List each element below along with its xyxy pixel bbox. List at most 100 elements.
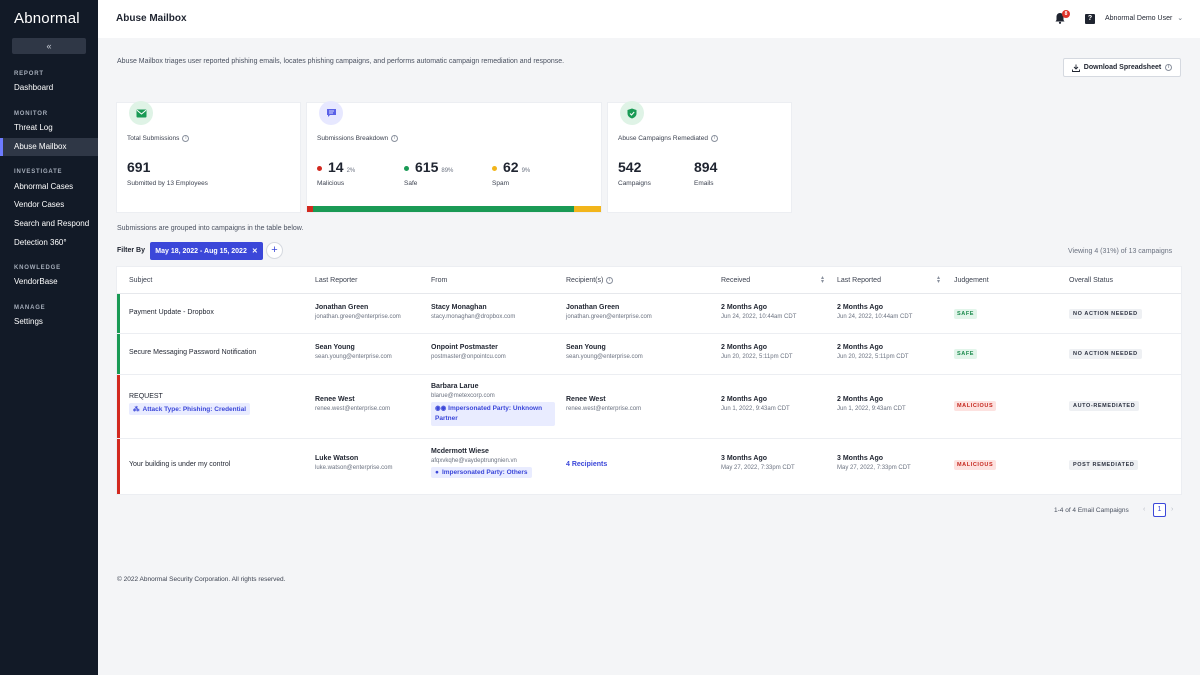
from-cell: Onpoint Postmaster postmaster@onpointcu.c… <box>431 344 506 360</box>
received-cell: 3 Months Ago May 27, 2022, 7:33pm CDT <box>721 455 795 471</box>
spam-bar-segment <box>574 206 601 212</box>
column-header-overall-status[interactable]: Overall Status <box>1069 277 1113 284</box>
from-cell: Mcdermott Wiese afqxvkqhe@vaydeptrungnien… <box>431 448 532 478</box>
footer-copyright: © 2022 Abnormal Security Corporation. Al… <box>117 576 286 583</box>
sort-icon[interactable]: ▴ ▾ <box>821 275 825 285</box>
malicious-count: 14 2% <box>317 159 355 175</box>
nav-section-investigate: INVESTIGATE <box>14 169 63 175</box>
subject-cell: Payment Update - Dropbox <box>129 309 214 316</box>
sidebar-item-vendorbase[interactable]: VendorBase <box>14 277 58 286</box>
chevron-right-icon[interactable]: › <box>1171 506 1174 513</box>
column-header-received[interactable]: Received <box>721 277 751 284</box>
download-spreadsheet-button[interactable]: Download Spreadsheet i <box>1063 58 1181 77</box>
add-filter-button[interactable]: + <box>266 242 283 259</box>
submissions-breakdown-label: Submissions Breakdown i <box>317 135 399 142</box>
row-status-flag <box>117 334 120 374</box>
judgement-badge: SAFE <box>954 309 978 319</box>
info-icon[interactable]: i <box>391 135 399 142</box>
column-header-from[interactable]: From <box>431 277 448 284</box>
from-cell: Stacy Monaghan stacy.monaghan@dropbox.com <box>431 304 516 320</box>
campaigns-table: Subject Last Reporter From Recipient(s) i… <box>117 267 1181 494</box>
recipient-cell[interactable]: 4 Recipients <box>566 461 607 468</box>
collapse-sidebar-button[interactable]: « <box>12 38 86 54</box>
nav-section-manage: MANAGE <box>14 305 46 311</box>
date-range-label: May 18, 2022 - Aug 15, 2022 <box>155 247 247 255</box>
column-header-last-reported[interactable]: Last Reported <box>837 277 881 284</box>
chevron-left-icon[interactable]: ‹ <box>1143 506 1146 513</box>
sidebar-item-dashboard[interactable]: Dashboard <box>14 83 54 92</box>
last-reported-cell: 3 Months Ago May 27, 2022, 7:33pm CDT <box>837 455 911 471</box>
user-icon: ● <box>435 469 439 476</box>
sidebar-item-abnormal-cases[interactable]: Abnormal Cases <box>14 182 74 191</box>
reporter-cell: Renee West renee.west@enterprise.com <box>315 396 391 412</box>
download-icon <box>1071 64 1080 72</box>
page-description: Abuse Mailbox triages user reported phis… <box>117 58 565 65</box>
sidebar-item-detection-360[interactable]: Detection 360° <box>14 238 67 247</box>
sort-icon[interactable]: ▴ ▾ <box>937 275 941 285</box>
campaigns-value: 542 <box>618 159 642 175</box>
judgement-cell: SAFE <box>954 309 978 319</box>
sidebar-item-search-and-respond[interactable]: Search and Respond <box>14 219 90 228</box>
date-range-filter-chip[interactable]: May 18, 2022 - Aug 15, 2022 ✕ <box>150 242 263 260</box>
campaigns-remediated-card: Abuse Campaigns Remediated i 542 Campaign… <box>608 101 791 212</box>
sidebar-item-abuse-mailbox[interactable]: Abuse Mailbox <box>0 138 98 156</box>
app-logo[interactable]: Abnormal <box>14 10 80 27</box>
column-header-last-reporter[interactable]: Last Reporter <box>315 277 358 284</box>
sidebar-item-vendor-cases[interactable]: Vendor Cases <box>14 200 65 209</box>
filter-label: Filter By <box>117 247 146 254</box>
reporter-cell: Luke Watson luke.watson@enterprise.com <box>315 455 393 471</box>
total-submissions-sub: Submitted by 13 Employees <box>127 180 208 187</box>
total-submissions-value: 691 <box>127 159 151 175</box>
status-cell: NO ACTION NEEDED <box>1069 309 1142 319</box>
sidebar-item-threat-log[interactable]: Threat Log <box>14 123 53 132</box>
from-cell: Barbara Larue blarue@metexcorp.com ◉◉ Imp… <box>431 383 555 426</box>
judgement-cell: MALICIOUS <box>954 401 997 411</box>
table-row[interactable]: Payment Update - Dropbox Jonathan Green j… <box>117 294 1181 334</box>
status-badge: POST REMEDIATED <box>1069 460 1139 470</box>
judgement-cell: MALICIOUS <box>954 460 997 470</box>
spam-label: Spam <box>492 180 509 187</box>
nav-section-monitor: MONITOR <box>14 111 48 117</box>
row-status-flag <box>117 375 120 438</box>
table-header: Subject Last Reporter From Recipient(s) i… <box>117 267 1181 294</box>
safe-bar-segment <box>313 206 574 212</box>
info-icon[interactable]: i <box>1165 64 1173 71</box>
safe-label: Safe <box>404 180 418 187</box>
column-header-judgement[interactable]: Judgement <box>954 277 989 284</box>
table-note: Submissions are grouped into campaigns i… <box>117 225 304 232</box>
user-menu[interactable]: Abnormal Demo User ⌄ <box>1105 14 1183 22</box>
close-icon[interactable]: ✕ <box>251 248 258 255</box>
nav-section-report: REPORT <box>14 71 44 77</box>
help-icon[interactable]: ? <box>1085 14 1095 24</box>
recipient-cell: Sean Young sean.young@enterprise.com <box>566 344 643 360</box>
column-header-subject[interactable]: Subject <box>129 277 153 284</box>
viewing-count: Viewing 4 (31%) of 13 campaigns <box>1068 248 1173 255</box>
row-status-flag <box>117 294 120 333</box>
chat-icon <box>319 101 343 125</box>
info-icon[interactable]: i <box>710 135 718 142</box>
chevron-down-icon: ⌄ <box>1177 15 1184 22</box>
submissions-breakdown-card: Submissions Breakdown i 14 2% Malicious 61… <box>307 101 601 212</box>
network-icon: ⁂ <box>133 406 140 413</box>
status-badge: AUTO-REMEDIATED <box>1069 401 1140 411</box>
column-header-recipients[interactable]: Recipient(s) i <box>566 277 614 284</box>
user-name: Abnormal Demo User <box>1105 15 1173 22</box>
info-icon[interactable]: i <box>182 135 190 142</box>
table-row[interactable]: Secure Messaging Password Notification S… <box>117 334 1181 375</box>
campaigns-label: Campaigns <box>618 180 651 187</box>
reporter-cell: Sean Young sean.young@enterprise.com <box>315 344 392 360</box>
table-row[interactable]: REQUEST ⁂ Attack Type: Phishing: Credenti… <box>117 375 1181 439</box>
subject-cell: Your building is under my control <box>129 461 231 468</box>
emails-value: 894 <box>694 159 718 175</box>
status-badge: NO ACTION NEEDED <box>1069 349 1142 359</box>
total-submissions-label: Total Submissions i <box>127 135 190 142</box>
table-row[interactable]: Your building is under my control Luke W… <box>117 439 1181 494</box>
status-cell: NO ACTION NEEDED <box>1069 349 1142 359</box>
info-icon[interactable]: i <box>606 277 614 284</box>
malicious-bar-segment <box>307 206 313 212</box>
nav-section-knowledge: KNOWLEDGE <box>14 265 61 271</box>
sidebar-item-settings[interactable]: Settings <box>14 317 43 326</box>
safe-count: 615 89% <box>404 159 453 175</box>
judgement-badge: MALICIOUS <box>954 401 997 411</box>
page-button[interactable]: 1 <box>1153 503 1166 517</box>
